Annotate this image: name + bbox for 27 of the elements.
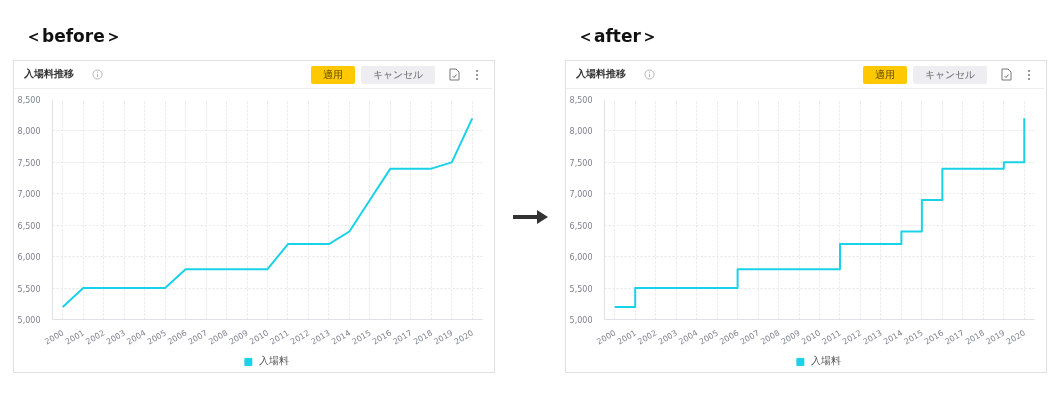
text: ＜after＞ <box>576 25 658 48</box>
y-tick-label: 8,000 <box>17 127 41 137</box>
y-tick-label: 8,000 <box>569 127 593 137</box>
chart-title: 入場料推移 <box>576 67 626 82</box>
y-tick-label: 6,000 <box>569 253 593 263</box>
text: 適用 <box>311 65 355 84</box>
y-tick-label: 8,500 <box>569 96 593 105</box>
y-tick-label: 6,500 <box>569 221 593 231</box>
legend-label: 入場料 <box>258 354 289 368</box>
y-tick-label: 8,500 <box>17 96 41 105</box>
y-tick-label: 6,500 <box>17 221 41 231</box>
line-series <box>61 117 474 308</box>
y-tick-label: 6,000 <box>17 253 41 263</box>
chart-title: 入場料推移 <box>24 67 74 82</box>
y-tick-label: 7,000 <box>17 190 41 200</box>
y-tick-label: 7,000 <box>569 190 593 200</box>
y-tick-label: 5,000 <box>569 316 593 325</box>
y-tick-label: 7,500 <box>569 158 593 168</box>
text: キャンセル <box>361 65 435 84</box>
text: キャンセル <box>913 65 987 84</box>
y-tick-label: 5,500 <box>569 284 593 294</box>
text: 適用 <box>863 65 907 84</box>
text: ＜before＞ <box>24 25 122 48</box>
y-tick-label: 7,500 <box>17 158 41 168</box>
y-tick-label: 5,500 <box>17 284 41 294</box>
y-tick-label: 5,000 <box>17 316 41 325</box>
legend-label: 入場料 <box>810 354 841 368</box>
